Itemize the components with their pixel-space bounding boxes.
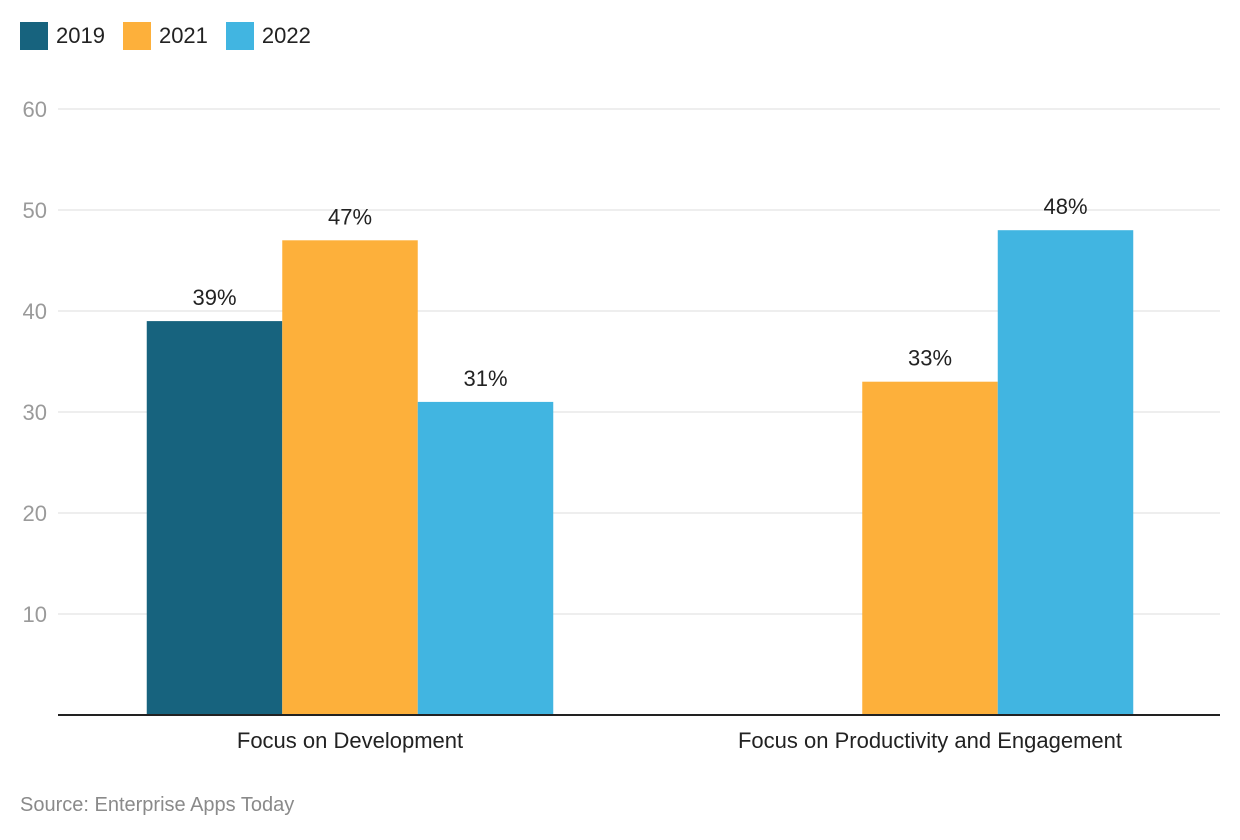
y-tick-label: 40 (23, 299, 47, 324)
x-category-label: Focus on Productivity and Engagement (738, 728, 1122, 753)
legend-swatch-2021 (122, 22, 151, 50)
bar-2022-productivity (997, 230, 1134, 715)
source-note: Source: Enterprise Apps Today (20, 794, 295, 816)
legend-swatch-2022 (225, 22, 254, 50)
bar-2019-development (146, 321, 283, 715)
legend-item-2019: 2019 (20, 22, 105, 50)
data-labels: 39% 47% 31% 33% 48% (192, 194, 1087, 391)
bars (146, 230, 1134, 716)
bar-2021-development (282, 240, 418, 716)
bar-2021-productivity (862, 381, 998, 715)
legend-swatch-2019 (20, 22, 48, 50)
legend-label-2022: 2022 (261, 23, 311, 48)
data-label: 31% (463, 366, 507, 391)
data-label: 33% (908, 346, 952, 371)
y-tick-label: 20 (23, 501, 47, 526)
y-axis-ticks: 10 20 30 40 50 60 (23, 97, 47, 627)
data-label: 39% (192, 285, 236, 310)
x-axis-labels: Focus on Development Focus on Productivit… (237, 728, 1122, 753)
bar-2022-development (417, 401, 554, 715)
legend-item-2022: 2022 (225, 22, 311, 50)
data-label: 47% (328, 204, 372, 229)
x-category-label: Focus on Development (237, 728, 463, 753)
chart-legend: 2019 2021 2022 (20, 22, 311, 50)
y-tick-label: 50 (23, 198, 47, 223)
data-label: 48% (1043, 194, 1087, 219)
legend-label-2021: 2021 (158, 23, 208, 48)
y-tick-label: 60 (23, 97, 47, 122)
legend-label-2019: 2019 (56, 23, 105, 48)
y-tick-label: 30 (23, 400, 47, 425)
legend-item-2021: 2021 (122, 22, 208, 50)
y-tick-label: 10 (23, 602, 47, 627)
